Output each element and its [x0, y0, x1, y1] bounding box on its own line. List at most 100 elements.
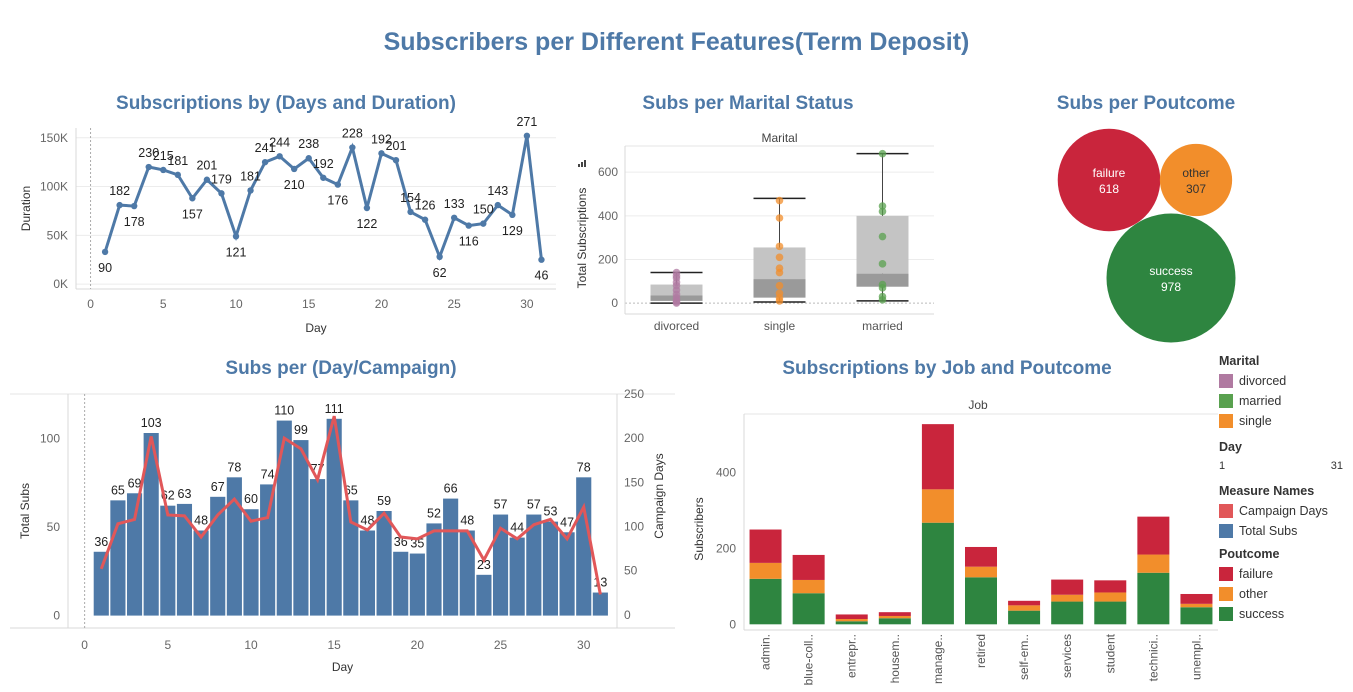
bar-label: 23: [477, 558, 491, 572]
bar: [276, 420, 292, 616]
bar-segment-failure: [878, 612, 911, 616]
legend-swatch: [1219, 524, 1233, 538]
bar: [542, 521, 559, 616]
y-tick-label: 400: [598, 209, 618, 223]
legend-day-max: 31: [1330, 460, 1343, 472]
y-tick-label: 0: [53, 609, 60, 623]
data-label: 126: [415, 199, 436, 213]
x-tick-label: 10: [229, 297, 243, 311]
data-point: [878, 260, 887, 268]
data-point: [775, 242, 784, 251]
legend-item-success[interactable]: success: [1219, 604, 1353, 624]
data-label: 150: [473, 203, 494, 217]
data-point: [334, 181, 342, 188]
legend-item-failure[interactable]: failure: [1219, 564, 1353, 584]
legend-item-campaign-days[interactable]: Campaign Days: [1219, 501, 1353, 521]
bar-label: 48: [194, 514, 208, 528]
bar-segment-failure: [792, 554, 825, 580]
x-tick-label: housem..: [888, 634, 902, 683]
data-label: 181: [240, 169, 261, 183]
bar-segment-failure: [835, 614, 868, 620]
sort-icon: [581, 162, 583, 167]
data-label: 176: [327, 194, 348, 208]
legend-item-other[interactable]: other: [1219, 584, 1353, 604]
legend-swatch: [1219, 567, 1233, 581]
bar: [226, 477, 242, 616]
data-point: [130, 202, 138, 210]
legend-swatch: [1219, 374, 1233, 388]
bar: [93, 551, 109, 616]
bar: [326, 418, 342, 616]
dashboard-title: Subscribers per Different Features(Term …: [383, 28, 970, 56]
y-tick-label: 400: [716, 466, 736, 480]
data-point: [218, 190, 225, 197]
data-point: [509, 211, 516, 219]
data-label: 210: [284, 178, 305, 192]
data-label: 271: [516, 115, 537, 129]
bar-segment-failure: [965, 546, 997, 567]
y-tick-label: 50: [47, 520, 61, 534]
bar-label: 66: [444, 482, 458, 496]
data-point: [878, 232, 887, 241]
data-point: [672, 268, 681, 277]
y-tick-label: 200: [598, 252, 618, 266]
bar-label: 44: [510, 521, 524, 535]
data-point: [276, 153, 283, 160]
data-point: [436, 253, 443, 260]
bubble-value: 978: [1161, 280, 1181, 294]
bar-label: 52: [427, 506, 441, 520]
bar: [492, 514, 509, 616]
y-axis-title: Total Subs: [18, 483, 32, 539]
y-tick-label: 0K: [53, 277, 68, 291]
x-tick-label: 20: [375, 297, 389, 311]
bar-label: 74: [261, 467, 275, 481]
data-point: [775, 196, 784, 205]
y-tick-label: 200: [716, 541, 736, 555]
legend-swatch: [1219, 394, 1233, 408]
x-tick-label: 25: [448, 297, 462, 311]
bar: [293, 440, 309, 616]
legend-item-divorced[interactable]: divorced: [1219, 371, 1353, 391]
bar: [309, 479, 326, 616]
data-label: 143: [487, 184, 508, 198]
bar-segment-other: [878, 615, 911, 619]
bar-segment-failure: [749, 529, 782, 563]
y-tick-label: 150K: [40, 131, 68, 145]
legend-label: success: [1239, 607, 1285, 621]
legend-label: married: [1239, 394, 1282, 408]
y-tick-label: 600: [598, 165, 618, 179]
bar-label: 57: [527, 498, 541, 512]
data-point: [378, 150, 385, 157]
bar-segment-other: [921, 489, 954, 523]
bar-segment-other: [1008, 605, 1041, 611]
bar-label: 60: [244, 492, 258, 506]
bubble-value: 307: [1186, 182, 1206, 196]
legend-label: failure: [1239, 567, 1274, 581]
legend-swatch: [1219, 587, 1233, 601]
legend-item-single[interactable]: single: [1219, 411, 1353, 431]
campaign-days-line: [99, 415, 602, 595]
data-label: 90: [98, 261, 112, 275]
legend-day-min: 1: [1219, 460, 1226, 472]
bar: [126, 493, 143, 616]
legend-item-married[interactable]: married: [1219, 391, 1353, 411]
bar: [526, 514, 542, 616]
y-tick-label: 50K: [47, 228, 68, 242]
x-tick-label: 30: [577, 638, 591, 652]
bar-segment-success: [1137, 572, 1170, 625]
bar-segment-success: [1180, 607, 1213, 625]
bar-label: 78: [577, 460, 591, 474]
data-point: [421, 216, 429, 223]
data-label: 192: [371, 132, 392, 146]
y-tick-label: 100: [40, 431, 60, 445]
data-point: [775, 281, 784, 290]
data-point: [878, 280, 887, 289]
bar: [210, 496, 226, 616]
x-tick-label: technici..: [1146, 634, 1160, 681]
data-label: 154: [400, 191, 421, 205]
data-point: [232, 233, 240, 240]
legend-item-total-subs[interactable]: Total Subs: [1219, 521, 1353, 541]
poutcome-title: Subs per Poutcome: [1056, 93, 1236, 114]
bar-label: 67: [211, 480, 225, 494]
